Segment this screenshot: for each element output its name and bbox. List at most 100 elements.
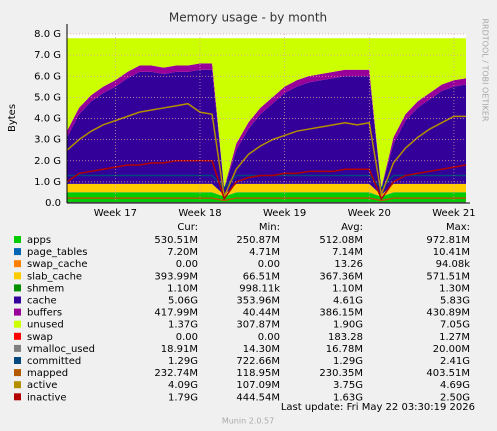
legend-value: 7.05G [440, 320, 470, 331]
legend-swatch [14, 320, 21, 328]
legend-value: 7.20M [167, 247, 198, 258]
legend-swatch [14, 272, 21, 280]
x-tick-label: Week 19 [263, 208, 306, 219]
legend-value: 0.00 [176, 332, 198, 343]
legend-label: active [27, 380, 57, 391]
legend-value: 353.96M [236, 296, 280, 307]
area [67, 69, 466, 196]
legend-label: committed [27, 356, 81, 367]
legend-label: slab_cache [27, 271, 82, 282]
legend-swatch [14, 369, 21, 377]
footer: Munin 2.0.57 [222, 417, 274, 426]
legend-swatch [14, 393, 21, 401]
x-tick-label: Week 17 [94, 208, 137, 219]
legend-value: 307.87M [236, 320, 280, 331]
legend-value: 998.11k [239, 283, 280, 294]
legend-value: 4.69G [440, 380, 470, 391]
y-tick-label: 5.0 G [34, 92, 61, 103]
legend-value: 4.71M [249, 247, 280, 258]
legend-label: swap_cache [27, 259, 87, 270]
x-tick-label: Week 18 [178, 208, 221, 219]
legend-swatch [14, 308, 21, 316]
x-tick-label: Week 21 [432, 208, 475, 219]
legend-value: 722.66M [236, 356, 280, 367]
legend-swatch [14, 332, 21, 340]
legend-value: 393.99M [154, 271, 198, 282]
legend-header: Min: [259, 222, 280, 233]
legend-label: inactive [27, 392, 67, 403]
legend-value: 367.36M [319, 271, 363, 282]
legend-value: 1.10M [332, 283, 363, 294]
legend-label: swap [27, 332, 53, 343]
y-tick-label: 8.0 G [34, 29, 61, 40]
legend-value: 430.89M [426, 308, 470, 319]
legend-value: 14.30M [243, 344, 280, 355]
y-tick-label: 7.0 G [34, 50, 61, 61]
legend-value: 10.41M [433, 247, 470, 258]
legend-label: vmalloc_used [27, 344, 95, 355]
legend-value: 403.51M [426, 368, 470, 379]
legend-value: 3.75G [333, 380, 363, 391]
legend-value: 94.08k [436, 259, 471, 270]
legend-value: 66.51M [243, 271, 280, 282]
legend-value: 1.10M [167, 283, 198, 294]
y-tick-label: 4.0 G [34, 114, 61, 125]
legend-header: Max: [446, 222, 470, 233]
legend-swatch [14, 296, 21, 304]
side-note: RRDTOOL / TOBI OETIKER [481, 18, 490, 121]
legend-value: 40.44M [243, 308, 280, 319]
legend-value: 530.51M [154, 235, 198, 246]
y-tick-label: 6.0 G [34, 71, 61, 82]
legend-value: 444.54M [236, 392, 280, 403]
legend-label: mapped [27, 368, 68, 379]
legend-value: 13.26 [334, 259, 363, 270]
area [67, 38, 466, 188]
legend-swatch [14, 260, 21, 268]
legend-value: 1.79G [168, 392, 198, 403]
legend-value: 1.37G [168, 320, 198, 331]
legend-value: 7.14M [332, 247, 363, 258]
y-axis-label: Bytes [7, 104, 18, 132]
legend-header: Avg: [341, 222, 363, 233]
legend-label: apps [27, 235, 51, 246]
legend-value: 1.29G [333, 356, 363, 367]
legend-value: 1.29G [168, 356, 198, 367]
legend-value: 417.99M [154, 308, 198, 319]
legend-value: 4.61G [333, 296, 363, 307]
legend-value: 20.00M [433, 344, 470, 355]
legend-value: 5.83G [440, 296, 470, 307]
legend-value: 0.00 [176, 259, 198, 270]
legend-value: 512.08M [319, 235, 363, 246]
y-tick-label: 0.0 [45, 198, 61, 209]
legend-value: 972.81M [426, 235, 470, 246]
legend-value: 250.87M [236, 235, 280, 246]
chart-title: Memory usage - by month [169, 11, 327, 25]
legend-value: 571.51M [426, 271, 470, 282]
line [66, 102, 466, 200]
legend-value: 386.15M [319, 308, 363, 319]
legend-value: 18.91M [161, 344, 198, 355]
legend-value: 1.30M [439, 283, 470, 294]
legend-label: buffers [27, 308, 62, 319]
legend-label: shmem [27, 283, 64, 294]
legend-label: unused [27, 320, 64, 331]
legend-value: 1.27M [439, 332, 470, 343]
legend-swatch [14, 284, 21, 292]
legend-swatch [14, 236, 21, 243]
y-tick-label: 3.0 G [34, 135, 61, 146]
area [67, 183, 466, 197]
legend-value: 1.63G [333, 392, 363, 403]
legend-swatch [14, 357, 21, 364]
legend-value: 183.28 [328, 332, 363, 343]
legend-swatch [14, 381, 21, 389]
legend-value: 230.35M [319, 368, 363, 379]
legend-value: 232.74M [154, 368, 198, 379]
legend-label: cache [27, 296, 57, 307]
legend-swatch [14, 344, 21, 352]
legend-value: 2.50G [440, 392, 470, 403]
y-tick-label: 1.0 G [34, 177, 61, 188]
legend-value: 5.06G [168, 296, 198, 307]
legend-swatch [14, 248, 21, 256]
